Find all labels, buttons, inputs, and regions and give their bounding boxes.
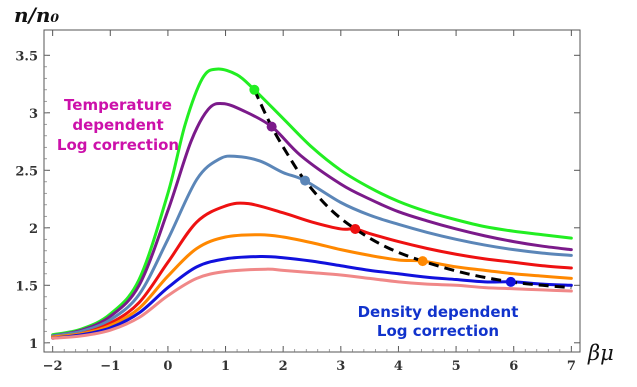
series-line-5 [51,255,573,340]
x-axis-title: βμ [587,341,614,365]
marker-4 [417,256,428,267]
x-tick-label: 1 [221,359,230,374]
x-tick-label: 0 [163,359,172,374]
marker-5 [505,276,516,287]
marker-3 [350,223,361,234]
x-tick-label: 3 [336,359,345,374]
x-tick-label: 2 [279,359,288,374]
x-tick-label: −1 [100,359,120,374]
ticks: −2 −1 0 1 2 3 4 5 6 7 1 1.5 2 2.5 3 3.5 [15,30,580,374]
markers-layer [249,84,516,287]
series-line-0 [51,67,573,337]
annotation-1: Density dependent Log correction [358,303,519,340]
x-tick-label: −2 [43,359,63,374]
plot-frame [43,29,581,353]
x-tick-label: 4 [394,359,403,374]
y-tick-label: 3.5 [15,49,38,64]
series-line-4 [51,233,573,339]
x-tick-label: 6 [509,359,518,374]
y-tick-label: 2.5 [15,164,38,179]
series-line-6 [51,267,573,340]
dashed-curve [253,89,572,290]
y-tick-label: 1 [29,337,38,352]
y-axis-title: n/n₀ [14,3,59,27]
marker-1 [266,121,277,132]
marker-0 [249,84,260,95]
series-line-1 [51,102,573,338]
y-tick-label: 2 [29,222,38,237]
series-layer [51,67,573,340]
y-tick-label: 1.5 [15,279,38,294]
x-tick-label: 5 [452,359,461,374]
series-line-2 [51,154,573,338]
series-line-3 [51,201,573,339]
marker-2 [300,175,311,186]
annotation-0: Temperature dependent Log correction [57,96,179,154]
y-tick-label: 3 [29,107,38,122]
annotations-layer: Temperature dependent Log correction Densit… [57,96,519,340]
x-tick-label: 7 [567,359,576,374]
